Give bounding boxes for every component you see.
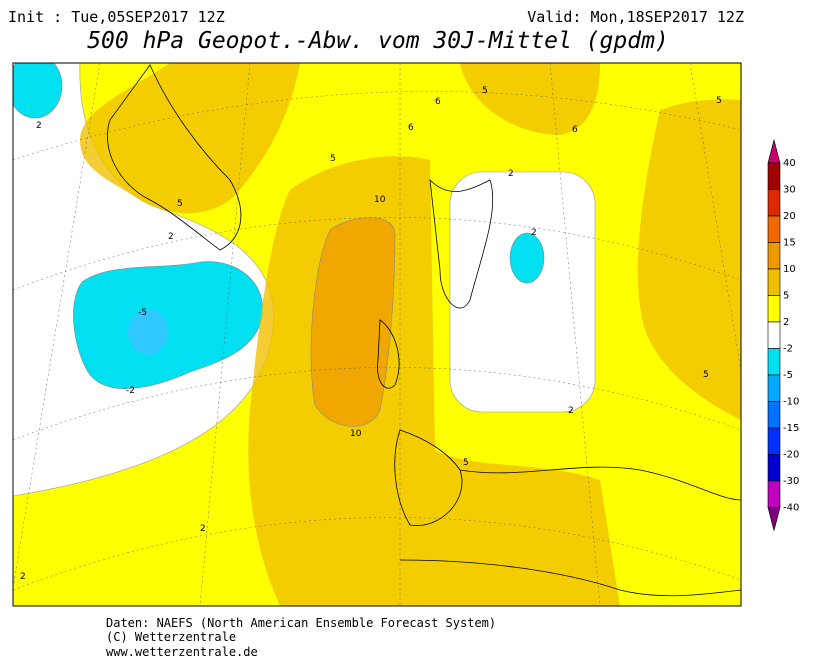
colorbar-label: 30 bbox=[783, 185, 796, 196]
colorbar-label: -40 bbox=[783, 503, 799, 514]
colorbar-label: -2 bbox=[783, 344, 793, 355]
footer-line: www.wetterzentrale.de bbox=[106, 645, 258, 659]
colorbar-arrow bbox=[767, 507, 781, 532]
colorbar-segment bbox=[767, 348, 781, 376]
contour-label: 10 bbox=[374, 195, 386, 205]
field-cyan bbox=[509, 232, 545, 284]
colorbar: 40 30 20 15 10 5 2 -2 -5 -10 -15 -20 -30 -40 bbox=[767, 138, 799, 532]
colorbar-segment bbox=[767, 242, 781, 270]
colorbar-segment bbox=[767, 268, 781, 296]
field-orange bbox=[310, 217, 396, 427]
colorbar-label: -10 bbox=[783, 397, 799, 408]
contour-label: -2 bbox=[126, 386, 135, 396]
graticule bbox=[13, 63, 741, 606]
contour-label: 2 bbox=[200, 524, 206, 534]
contour-labels: 2 5 2 -5 -2 5 10 10 6 5 6 5 6 2 2 5 2 5 … bbox=[20, 86, 722, 582]
colorbar-label: 10 bbox=[783, 264, 796, 275]
field-gold bbox=[637, 99, 741, 420]
field-cyan bbox=[13, 63, 63, 119]
contour-label: 2 bbox=[168, 232, 174, 242]
colorbar-label: 2 bbox=[783, 317, 789, 328]
colorbar-segment bbox=[767, 374, 781, 402]
colorbar-segment bbox=[767, 189, 781, 217]
colorbar-segment bbox=[767, 321, 781, 349]
colorbar-segment bbox=[767, 162, 781, 190]
contour-label: 2 bbox=[36, 121, 42, 131]
coastlines bbox=[107, 64, 741, 597]
contour-label: 5 bbox=[716, 96, 722, 106]
colorbar-segment bbox=[767, 401, 781, 429]
contour-label: 2 bbox=[508, 169, 514, 179]
colorbar-label: -30 bbox=[783, 476, 799, 487]
colorbar-label: 40 bbox=[783, 158, 796, 169]
colorbar-segment bbox=[767, 215, 781, 243]
colorbar-label: -15 bbox=[783, 423, 799, 434]
contour-label: 2 bbox=[568, 406, 574, 416]
colorbar-label: -5 bbox=[783, 370, 793, 381]
contour-label: 2 bbox=[531, 228, 537, 238]
colorbar-arrow bbox=[767, 138, 781, 164]
colorbar-segment bbox=[767, 427, 781, 455]
colorbar-segment bbox=[767, 480, 781, 508]
map-frame bbox=[12, 62, 742, 607]
map: 2 5 2 -5 -2 5 10 10 6 5 6 5 6 2 2 5 2 5 … bbox=[12, 62, 742, 607]
field-white bbox=[449, 171, 596, 413]
contour-label: 2 bbox=[20, 572, 26, 582]
contour-label: 6 bbox=[408, 123, 414, 133]
colorbar-segment bbox=[767, 454, 781, 482]
colorbar-label: 20 bbox=[783, 211, 796, 222]
init-text: Init : Tue,05SEP2017 12Z bbox=[8, 8, 225, 26]
contour-label: 5 bbox=[330, 154, 336, 164]
field-blue bbox=[128, 309, 168, 355]
contour-label: 6 bbox=[435, 97, 441, 107]
contour-label: 5 bbox=[482, 86, 488, 96]
colorbar-segment bbox=[767, 295, 781, 323]
contour-label: 5 bbox=[463, 458, 469, 468]
footer-line: Daten: NAEFS (North American Ensemble Fo… bbox=[106, 616, 496, 630]
colorbar-label: 5 bbox=[783, 291, 789, 302]
colorbar-label: 15 bbox=[783, 238, 796, 249]
field-gold bbox=[80, 63, 300, 214]
contour-label: 5 bbox=[177, 199, 183, 209]
contour-label: 6 bbox=[572, 125, 578, 135]
field-gold bbox=[460, 63, 600, 135]
colorbar-label: -20 bbox=[783, 450, 799, 461]
footer-line: (C) Wetterzentrale bbox=[106, 630, 236, 644]
contour-label: 10 bbox=[350, 429, 362, 439]
valid-text: Valid: Mon,18SEP2017 12Z bbox=[527, 8, 744, 26]
contour-label: 5 bbox=[703, 370, 709, 380]
map-title: 500 hPa Geopot.-Abw. vom 30J-Mittel (gpd… bbox=[87, 28, 669, 54]
field-cyan bbox=[73, 261, 264, 389]
contour-label: -5 bbox=[138, 308, 147, 318]
